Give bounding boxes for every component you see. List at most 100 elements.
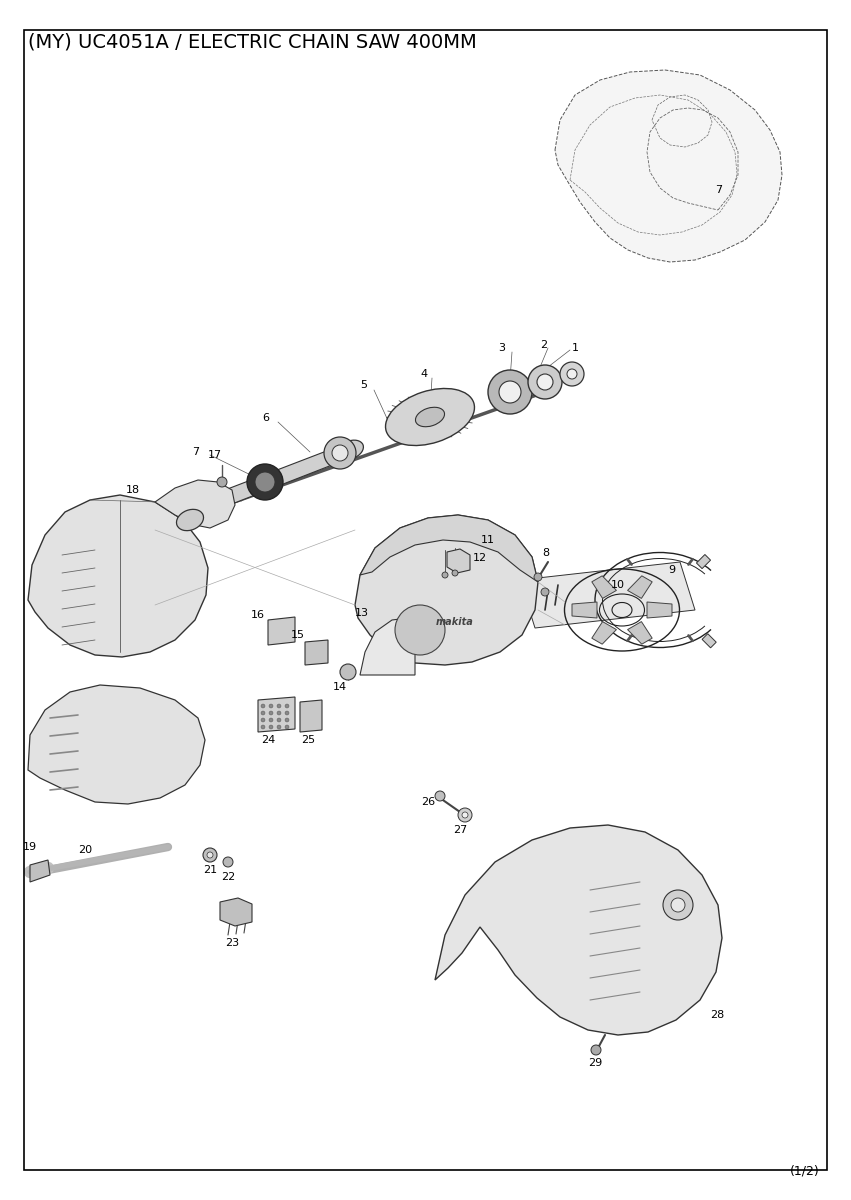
Circle shape <box>537 374 553 390</box>
Text: (1/2): (1/2) <box>791 1165 820 1178</box>
Circle shape <box>285 704 289 708</box>
Text: 2: 2 <box>540 340 547 350</box>
Text: 6: 6 <box>262 413 269 422</box>
Polygon shape <box>591 576 616 599</box>
Circle shape <box>223 857 233 866</box>
Circle shape <box>247 464 283 500</box>
Text: 16: 16 <box>251 610 265 620</box>
Polygon shape <box>435 826 722 1034</box>
Polygon shape <box>30 860 50 882</box>
Text: 23: 23 <box>225 938 239 948</box>
Polygon shape <box>220 898 252 926</box>
Bar <box>702 634 717 648</box>
Text: 13: 13 <box>355 608 369 618</box>
Circle shape <box>261 710 265 715</box>
Text: 24: 24 <box>261 734 275 745</box>
Circle shape <box>269 704 273 708</box>
Circle shape <box>261 718 265 722</box>
Ellipse shape <box>176 509 203 530</box>
Circle shape <box>663 890 693 920</box>
Circle shape <box>324 437 356 469</box>
Polygon shape <box>591 622 616 644</box>
Circle shape <box>285 718 289 722</box>
Circle shape <box>499 382 521 403</box>
Text: 11: 11 <box>481 535 495 545</box>
Text: 8: 8 <box>542 548 550 558</box>
Circle shape <box>277 725 281 728</box>
Polygon shape <box>300 700 322 732</box>
Bar <box>696 554 711 569</box>
Circle shape <box>560 362 584 386</box>
Polygon shape <box>572 602 597 618</box>
Text: 7: 7 <box>192 446 199 457</box>
Text: 19: 19 <box>23 842 37 852</box>
Text: 25: 25 <box>301 734 315 745</box>
Text: 9: 9 <box>668 565 676 575</box>
Circle shape <box>462 812 468 818</box>
Circle shape <box>442 572 448 578</box>
Text: 14: 14 <box>333 682 347 692</box>
Polygon shape <box>520 562 695 628</box>
Text: makita: makita <box>436 617 474 626</box>
Circle shape <box>277 710 281 715</box>
Circle shape <box>567 370 577 379</box>
Text: 29: 29 <box>588 1058 603 1068</box>
Polygon shape <box>360 618 415 674</box>
Circle shape <box>435 791 445 802</box>
Text: 4: 4 <box>420 370 427 379</box>
Text: 15: 15 <box>291 630 305 640</box>
Text: 27: 27 <box>453 826 467 835</box>
Circle shape <box>255 472 275 492</box>
Polygon shape <box>447 550 470 572</box>
Circle shape <box>285 725 289 728</box>
Text: 7: 7 <box>715 185 722 194</box>
Circle shape <box>277 718 281 722</box>
Polygon shape <box>555 70 782 262</box>
Circle shape <box>332 445 348 461</box>
Circle shape <box>203 848 217 862</box>
Ellipse shape <box>337 440 363 460</box>
Polygon shape <box>647 602 672 618</box>
Circle shape <box>534 572 542 581</box>
Polygon shape <box>258 697 295 732</box>
Polygon shape <box>28 494 208 658</box>
Text: 28: 28 <box>710 1010 724 1020</box>
Circle shape <box>395 605 445 655</box>
Polygon shape <box>28 685 205 804</box>
Text: 21: 21 <box>203 865 217 875</box>
Circle shape <box>488 370 532 414</box>
Text: 10: 10 <box>611 580 625 590</box>
Text: 3: 3 <box>498 343 505 353</box>
Circle shape <box>458 808 472 822</box>
Polygon shape <box>355 515 538 665</box>
Text: 20: 20 <box>78 845 92 854</box>
Circle shape <box>217 476 227 487</box>
Circle shape <box>671 898 685 912</box>
Ellipse shape <box>386 389 475 445</box>
Circle shape <box>261 725 265 728</box>
Circle shape <box>277 704 281 708</box>
Text: 5: 5 <box>360 380 367 390</box>
Circle shape <box>541 588 549 596</box>
Text: 18: 18 <box>126 485 140 494</box>
Text: 26: 26 <box>421 797 435 806</box>
Circle shape <box>269 710 273 715</box>
Polygon shape <box>305 640 328 665</box>
Polygon shape <box>360 515 538 582</box>
Polygon shape <box>268 617 295 646</box>
Circle shape <box>285 710 289 715</box>
Circle shape <box>207 852 213 858</box>
Circle shape <box>269 718 273 722</box>
Polygon shape <box>627 622 652 644</box>
Circle shape <box>269 725 273 728</box>
Polygon shape <box>627 576 652 599</box>
Circle shape <box>528 365 562 398</box>
Polygon shape <box>178 442 350 526</box>
Circle shape <box>261 704 265 708</box>
Circle shape <box>452 570 458 576</box>
Ellipse shape <box>415 407 444 427</box>
Text: 1: 1 <box>572 343 579 353</box>
Text: 17: 17 <box>208 450 222 460</box>
Text: 22: 22 <box>221 872 235 882</box>
Circle shape <box>340 664 356 680</box>
